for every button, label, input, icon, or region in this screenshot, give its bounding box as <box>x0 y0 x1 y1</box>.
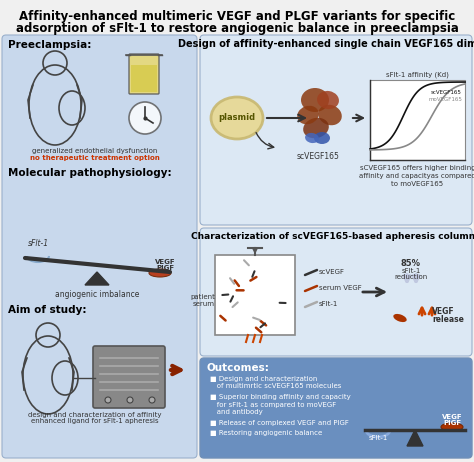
Text: sFlt-1: sFlt-1 <box>319 301 338 307</box>
FancyBboxPatch shape <box>93 346 165 408</box>
Circle shape <box>149 397 155 403</box>
Polygon shape <box>407 430 423 446</box>
Text: Molecular pathophysiology:: Molecular pathophysiology: <box>8 168 172 178</box>
Text: sCVEGF165 offers higher binding: sCVEGF165 offers higher binding <box>360 165 474 171</box>
Text: ■ Release of complexed VEGF and PlGF: ■ Release of complexed VEGF and PlGF <box>210 419 349 426</box>
FancyBboxPatch shape <box>200 228 472 356</box>
FancyBboxPatch shape <box>131 65 157 92</box>
FancyBboxPatch shape <box>2 35 197 458</box>
Text: generalized endothelial dysfunction: generalized endothelial dysfunction <box>32 148 158 154</box>
Circle shape <box>129 102 161 134</box>
Text: Design of affinity-enhanced single chain VEGF165 dimers: Design of affinity-enhanced single chain… <box>178 39 474 49</box>
Text: sFlt-1: sFlt-1 <box>368 435 388 441</box>
Ellipse shape <box>441 423 463 431</box>
Text: sFlt-1 affinity (Kd): sFlt-1 affinity (Kd) <box>386 72 449 78</box>
Ellipse shape <box>314 132 330 144</box>
Circle shape <box>127 397 133 403</box>
Text: serum VEGF: serum VEGF <box>319 285 362 291</box>
Text: sFlt-1: sFlt-1 <box>27 239 48 248</box>
Text: Outcomes:: Outcomes: <box>207 363 270 373</box>
Circle shape <box>105 397 111 403</box>
Text: patient
serum: patient serum <box>190 293 215 306</box>
Ellipse shape <box>305 133 319 143</box>
Text: Aim of study:: Aim of study: <box>8 305 86 315</box>
FancyBboxPatch shape <box>200 35 472 225</box>
FancyBboxPatch shape <box>129 54 159 94</box>
Ellipse shape <box>318 105 342 125</box>
Text: for sFlt-1 as compared to moVEGF: for sFlt-1 as compared to moVEGF <box>210 401 336 407</box>
Text: design and characterization of affinity: design and characterization of affinity <box>28 412 162 418</box>
Ellipse shape <box>303 118 329 138</box>
Ellipse shape <box>149 269 171 277</box>
FancyBboxPatch shape <box>200 358 472 458</box>
Text: VEGF: VEGF <box>432 308 455 316</box>
FancyBboxPatch shape <box>215 255 295 335</box>
Text: plasmid: plasmid <box>219 114 255 122</box>
Text: 85%: 85% <box>401 259 421 268</box>
Text: PlGF: PlGF <box>156 265 174 271</box>
Text: ■ Superior binding affinity and capacity: ■ Superior binding affinity and capacity <box>210 394 351 400</box>
Text: of multimrtic scVEGF165 molecules: of multimrtic scVEGF165 molecules <box>210 383 341 389</box>
Text: moVEGF165: moVEGF165 <box>428 97 462 102</box>
Text: VEGF: VEGF <box>155 259 175 265</box>
Text: scVEGF: scVEGF <box>319 269 345 275</box>
Text: scVEGF165: scVEGF165 <box>297 152 339 161</box>
Text: sFlt-1: sFlt-1 <box>401 268 421 274</box>
Text: affinity and capacityas compared: affinity and capacityas compared <box>359 173 474 179</box>
Ellipse shape <box>211 97 263 139</box>
Ellipse shape <box>317 91 339 109</box>
Text: Preeclampsia:: Preeclampsia: <box>8 40 91 50</box>
Polygon shape <box>85 272 109 285</box>
Text: to moVEGF165: to moVEGF165 <box>392 181 444 187</box>
Text: ■ Restoring angiogenic balance: ■ Restoring angiogenic balance <box>210 430 322 436</box>
Text: release: release <box>432 316 464 324</box>
Text: scVEGF165: scVEGF165 <box>431 90 462 95</box>
Text: adsorption of sFlt-1 to restore angiogenic balance in preeclampsia: adsorption of sFlt-1 to restore angiogen… <box>16 22 458 35</box>
Ellipse shape <box>301 88 329 112</box>
Ellipse shape <box>297 106 319 124</box>
Text: enhanced ligand for sFlt-1 apheresis: enhanced ligand for sFlt-1 apheresis <box>31 418 159 424</box>
Text: PlGF: PlGF <box>443 420 461 426</box>
Text: and antibody: and antibody <box>210 409 263 415</box>
Text: angiogenic imbalance: angiogenic imbalance <box>55 290 139 299</box>
Text: VEGF: VEGF <box>442 414 462 420</box>
Ellipse shape <box>393 314 407 322</box>
FancyBboxPatch shape <box>370 80 465 160</box>
Text: Affinity-enhanced multimeric VEGF and PLGF variants for specific: Affinity-enhanced multimeric VEGF and PL… <box>19 10 455 23</box>
Text: no therapeutic treatment option: no therapeutic treatment option <box>30 155 160 161</box>
Text: ■ Design and characterization: ■ Design and characterization <box>210 376 318 382</box>
Text: Characterization of scVEGF165-based apheresis columns: Characterization of scVEGF165-based aphe… <box>191 232 474 241</box>
Text: reduction: reduction <box>394 274 428 280</box>
